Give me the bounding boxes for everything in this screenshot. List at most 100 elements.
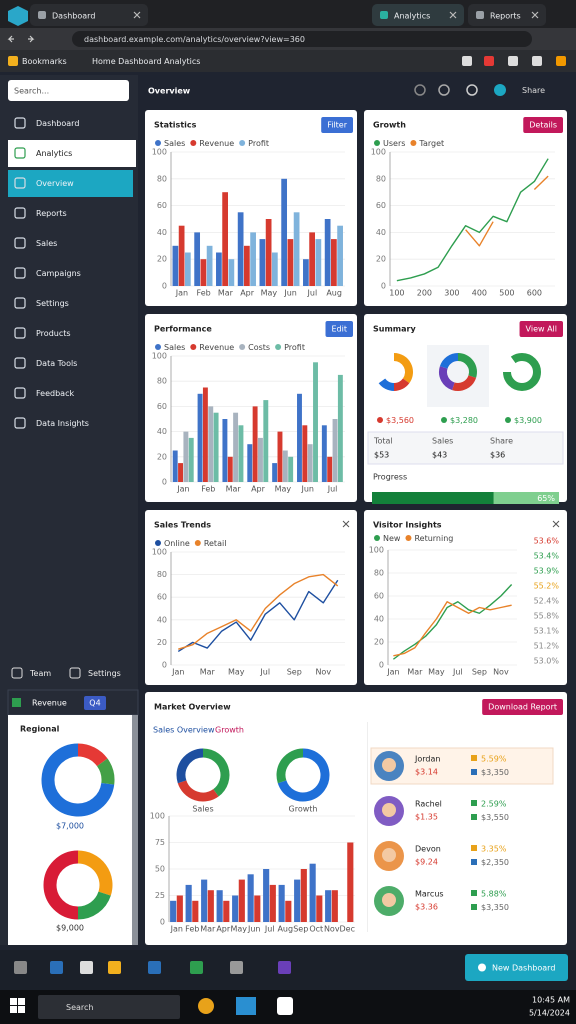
bar xyxy=(272,463,278,482)
donut-segment xyxy=(503,353,541,391)
legend-swatch xyxy=(194,540,201,546)
primary-button[interactable] xyxy=(465,954,568,981)
legend-entry: Profit xyxy=(248,139,269,148)
card-button-label[interactable]: Filter xyxy=(327,121,348,130)
header-button[interactable]: Share xyxy=(522,86,545,95)
x-tick-label: Aug xyxy=(277,925,293,934)
app-icon[interactable] xyxy=(230,961,243,974)
extension-icon[interactable] xyxy=(556,56,566,66)
header-icon[interactable] xyxy=(438,84,450,96)
app-icon[interactable] xyxy=(190,961,203,974)
browser-tab[interactable] xyxy=(30,4,148,26)
card-button-label[interactable]: Details xyxy=(529,121,557,130)
header-icon[interactable] xyxy=(466,84,478,96)
nav-item[interactable]: Data Tools xyxy=(36,359,77,368)
card-button[interactable] xyxy=(519,321,563,337)
bookmark: Bookmarks xyxy=(22,57,67,66)
bar xyxy=(200,259,207,286)
card-button[interactable] xyxy=(523,117,563,133)
card-button-label[interactable]: View All xyxy=(526,325,557,334)
tab-close-icon[interactable] xyxy=(133,11,141,19)
bar xyxy=(238,425,244,482)
nav-active[interactable] xyxy=(8,170,133,197)
y-tick-label: 100 xyxy=(152,352,167,361)
extension-icon[interactable] xyxy=(462,56,472,66)
start-logo[interactable] xyxy=(18,998,25,1005)
app-icon[interactable] xyxy=(278,961,291,974)
table-header: Total xyxy=(373,437,393,446)
donut-label: $9,000 xyxy=(56,924,84,933)
nav-item[interactable]: Overview xyxy=(36,179,74,188)
pinned-app[interactable] xyxy=(236,997,256,1015)
y-tick-label: 20 xyxy=(157,452,167,461)
header-icon[interactable] xyxy=(414,84,426,96)
extension-icon[interactable] xyxy=(484,56,494,66)
y-tick-label: 100 xyxy=(150,812,165,821)
header-icon[interactable] xyxy=(494,84,506,96)
nav-item[interactable]: Data Insights xyxy=(36,419,89,428)
card-button-label[interactable]: Edit xyxy=(332,325,348,334)
bar xyxy=(216,252,222,286)
start-logo[interactable] xyxy=(18,1006,25,1013)
legend-entry: Growth xyxy=(215,726,244,735)
card-menu[interactable] xyxy=(552,520,560,528)
nav-arrows[interactable] xyxy=(7,35,35,43)
app-icon[interactable] xyxy=(108,961,121,974)
bar xyxy=(277,431,283,482)
bar xyxy=(183,431,189,482)
x-tick-label: Feb xyxy=(185,925,199,934)
widget-subtitle: Regional xyxy=(20,725,60,734)
bar xyxy=(201,879,208,922)
extension-icon[interactable] xyxy=(508,56,518,66)
pinned-app[interactable] xyxy=(198,998,214,1014)
app-icon[interactable] xyxy=(14,961,27,974)
taskbar-search[interactable] xyxy=(38,995,180,1019)
sidebar-footer[interactable]: Settings xyxy=(88,669,121,678)
pinned-app[interactable] xyxy=(277,997,293,1015)
nav-item[interactable]: Dashboard xyxy=(36,119,79,128)
legend-entry: New xyxy=(383,534,401,543)
card-button[interactable] xyxy=(321,117,353,133)
browser-tab[interactable] xyxy=(468,4,546,26)
card-button[interactable] xyxy=(325,321,354,337)
nav-item[interactable]: Products xyxy=(36,329,71,338)
x-tick-label: Jul xyxy=(452,668,463,677)
donut-label: Growth xyxy=(289,805,318,814)
y-tick-label: 0 xyxy=(162,661,167,670)
nav-item[interactable]: Campaigns xyxy=(36,269,81,278)
tab-favicon xyxy=(380,11,388,19)
x-tick-label: Apr xyxy=(240,289,255,298)
tab-close-icon[interactable] xyxy=(531,11,539,19)
nav-item[interactable]: Feedback xyxy=(36,389,74,398)
donut-segment xyxy=(276,748,304,784)
app-icon[interactable] xyxy=(148,961,161,974)
x-tick-label: Jun xyxy=(300,485,314,494)
app-icon[interactable] xyxy=(50,961,63,974)
nav-item[interactable]: Settings xyxy=(36,299,69,308)
card-button-label[interactable]: Download Report xyxy=(488,703,557,712)
bar xyxy=(222,419,228,482)
bar xyxy=(192,900,199,922)
tab-close-icon[interactable] xyxy=(449,11,457,19)
nav-item[interactable]: Analytics xyxy=(36,149,72,158)
card-menu[interactable] xyxy=(342,520,350,528)
stat-label: 55.8% xyxy=(534,612,560,621)
extension-icon[interactable] xyxy=(532,56,542,66)
browser-tab[interactable] xyxy=(372,4,464,26)
bar xyxy=(227,456,233,482)
legend-swatch xyxy=(410,140,417,146)
start-logo[interactable] xyxy=(10,998,17,1005)
card-button[interactable] xyxy=(482,699,563,715)
nav-expanded[interactable] xyxy=(8,140,136,167)
sidebar-footer[interactable]: Team xyxy=(29,669,51,678)
button-icon xyxy=(478,963,486,972)
legend-entry: Online xyxy=(164,539,190,548)
app-icon[interactable] xyxy=(80,961,93,974)
search-box[interactable] xyxy=(8,80,129,101)
start-logo[interactable] xyxy=(10,1006,17,1013)
nav-item[interactable]: Reports xyxy=(36,209,67,218)
donut-segment xyxy=(77,891,111,920)
nav-item[interactable]: Sales xyxy=(36,239,57,248)
stat-label: 53.4% xyxy=(534,552,560,561)
donut-segment xyxy=(202,748,230,797)
